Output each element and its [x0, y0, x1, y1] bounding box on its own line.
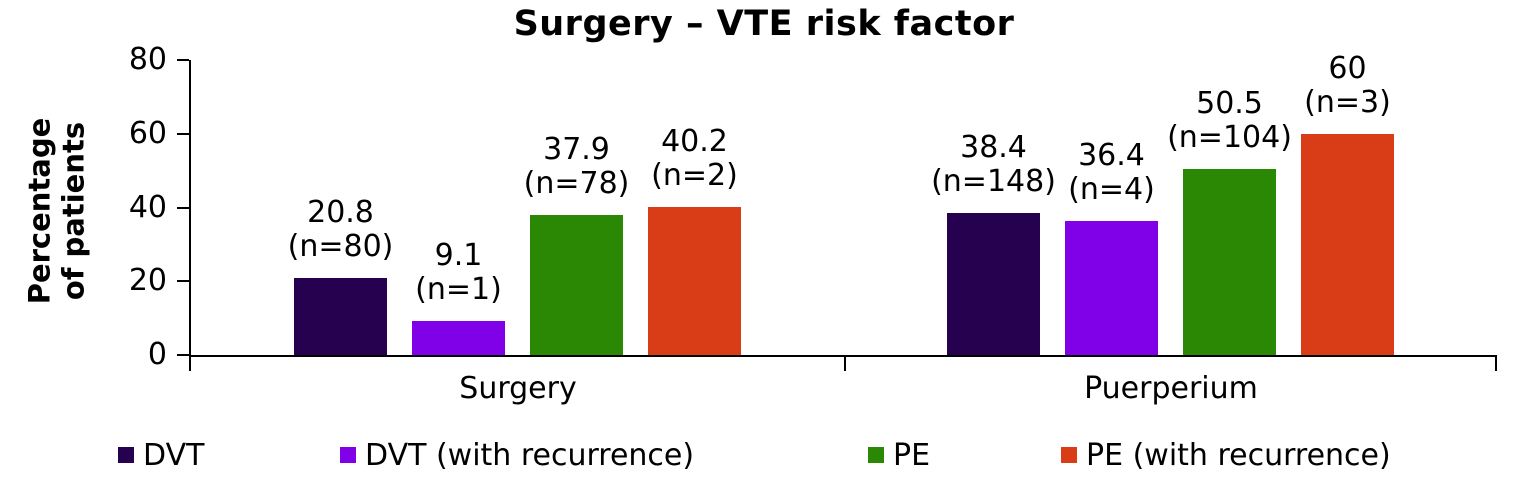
bar-n-count: (n=80)	[287, 229, 394, 265]
bar-value: 38.4	[960, 130, 1027, 166]
bar-value: 36.4	[1078, 137, 1145, 173]
bar-value-label: 40.2 (n=2)	[651, 123, 738, 193]
bar-value-label: 9.1 (n=1)	[415, 239, 502, 307]
legend-item-dvt: DVT	[118, 437, 205, 473]
bar-n-count: (n=148)	[931, 164, 1056, 200]
legend-item-dvt-with-recurrence: DVT (with recurrence)	[340, 437, 695, 473]
bar-value-label: 20.8 (n=80)	[288, 196, 394, 264]
bar-n-count: (n=1)	[415, 272, 502, 308]
y-axis-tick-label: 20	[128, 263, 167, 299]
bar-n-count: (n=3)	[1304, 84, 1391, 120]
legend-label: PE (with recurrence)	[1086, 437, 1391, 473]
bar-value-label: 60 (n=3)	[1304, 50, 1391, 120]
bar-dvt-with-recurrence-surgery	[412, 321, 505, 355]
bar-n-count: (n=104)	[1167, 119, 1292, 155]
bar-n-count: (n=2)	[651, 157, 738, 193]
y-axis-tick-label: 80	[128, 42, 167, 77]
legend-item-pe: PE	[868, 437, 931, 473]
legend-label: DVT	[143, 437, 205, 473]
y-axis-title: Percentage of patients	[22, 117, 90, 305]
x-axis-tick	[844, 357, 846, 371]
legend-label: DVT (with recurrence)	[365, 437, 695, 473]
bar-pe-puerperium	[1183, 168, 1276, 355]
bar-value: 37.9	[543, 132, 610, 168]
legend-swatch	[1061, 447, 1077, 463]
bar-value-label: 36.4 (n=4)	[1068, 137, 1155, 207]
plot-area: 0 20 40 60 80 20.8 (n=80) 38.4 (n=148) 9.1 (n=1) 36…	[129, 43, 1497, 406]
chart-title: Surgery – VTE risk factor	[513, 4, 1015, 44]
x-axis-tick	[1495, 357, 1497, 371]
y-axis-tick-label: 0	[147, 337, 167, 372]
bar-value-label: 37.9 (n=78)	[524, 133, 630, 201]
y-axis-tick-label: 40	[128, 189, 167, 225]
x-axis-tick	[189, 357, 191, 371]
bar-dvt-puerperium	[947, 213, 1040, 355]
legend-swatch	[868, 447, 884, 463]
bar-value: 9.1	[434, 238, 483, 274]
category-label-puerperium: Puerperium	[1084, 371, 1258, 406]
bar-value: 40.2	[661, 123, 728, 159]
legend-item-pe-with-recurrence: PE (with recurrence)	[1061, 437, 1391, 473]
bar-pe-with-recurrence-puerperium	[1301, 133, 1394, 355]
legend-swatch	[118, 447, 134, 463]
category-label-surgery: Surgery	[459, 371, 577, 406]
y-axis-tick	[177, 132, 189, 135]
bar-value-label: 50.5 (n=104)	[1167, 85, 1292, 155]
bar-value: 50.5	[1196, 85, 1263, 121]
bar-dvt-with-recurrence-puerperium	[1065, 220, 1158, 355]
bar-value-label: 38.4 (n=148)	[931, 131, 1056, 199]
y-axis-tick	[177, 59, 189, 61]
legend-label: PE	[893, 437, 931, 473]
bar-value: 20.8	[307, 195, 374, 231]
y-axis-tick	[177, 206, 189, 209]
bar-dvt-surgery	[294, 278, 387, 355]
bar-n-count: (n=78)	[523, 166, 630, 202]
y-axis-tick	[177, 354, 189, 356]
y-axis-title-line1: Percentage	[22, 117, 57, 305]
bar-value: 60	[1328, 50, 1367, 86]
bar-pe-with-recurrence-surgery	[648, 206, 741, 355]
bar-n-count: (n=4)	[1068, 171, 1155, 207]
y-axis-title-line2: of patients	[56, 121, 90, 301]
y-axis-tick-label: 60	[128, 115, 167, 151]
legend-swatch	[340, 447, 356, 463]
y-axis-tick	[177, 280, 189, 283]
bar-pe-surgery	[530, 215, 623, 355]
